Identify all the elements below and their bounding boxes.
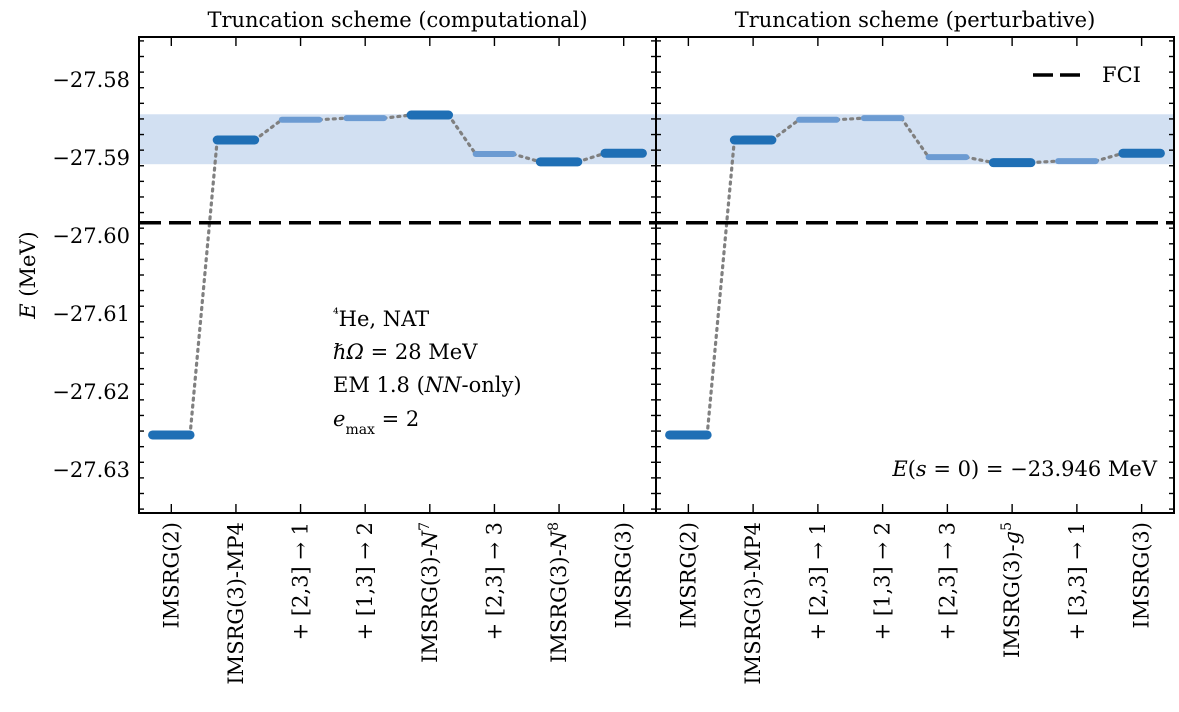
legend-fci-label: FCI [1102,63,1141,87]
y-tick-label: −27.58 [52,68,130,92]
category-label: IMSRG(3) [1130,522,1154,629]
category-label: + [2,3] → 3 [482,522,506,640]
y-tick-label: −27.62 [52,380,130,404]
connector-line [188,113,607,437]
category-label: + [2,3] → 1 [806,522,830,640]
category-label: IMSRG(2) [676,522,700,629]
category-label: + [3,3] → 1 [1065,522,1089,640]
y-tick-label: −27.60 [52,224,130,248]
annotation-interaction: EM 1.8 (NN-only) [333,373,522,397]
category-label: IMSRG(3)-N8 [546,522,571,663]
plot-frame [138,36,657,514]
category-label: IMSRG(3)-MP4 [741,522,765,685]
y-axis-label: E (MeV) [16,231,40,320]
y-tick-label: −27.59 [52,146,130,170]
plot-frame [655,36,1175,514]
y-tick-label: −27.63 [52,458,130,482]
panel-title: Truncation scheme (perturbative) [735,8,1096,32]
category-label: IMSRG(2) [159,522,183,629]
y-tick-label: −27.61 [52,302,130,326]
category-label: + [2,3] → 3 [935,522,959,640]
category-label: + [1,3] → 2 [353,522,377,640]
annotation-reference-energy: E(s = 0) = −23.946 MeV [891,457,1157,481]
connector-line [705,116,1125,437]
category-label: IMSRG(3)-g5 [999,522,1024,658]
annotation-emax: emax = 2 [333,407,419,438]
annotation-frequency: ℏΩ = 28 MeV [333,340,478,364]
category-label: IMSRG(3)-N7 [417,522,442,663]
category-label: IMSRG(3) [612,522,636,629]
category-label: + [2,3] → 1 [289,522,313,640]
panel-title: Truncation scheme (computational) [207,8,587,32]
category-label: IMSRG(3)-MP4 [224,522,248,685]
annotation-nucleus: ⁴He, NAT [333,306,429,331]
category-label: + [1,3] → 2 [871,522,895,640]
